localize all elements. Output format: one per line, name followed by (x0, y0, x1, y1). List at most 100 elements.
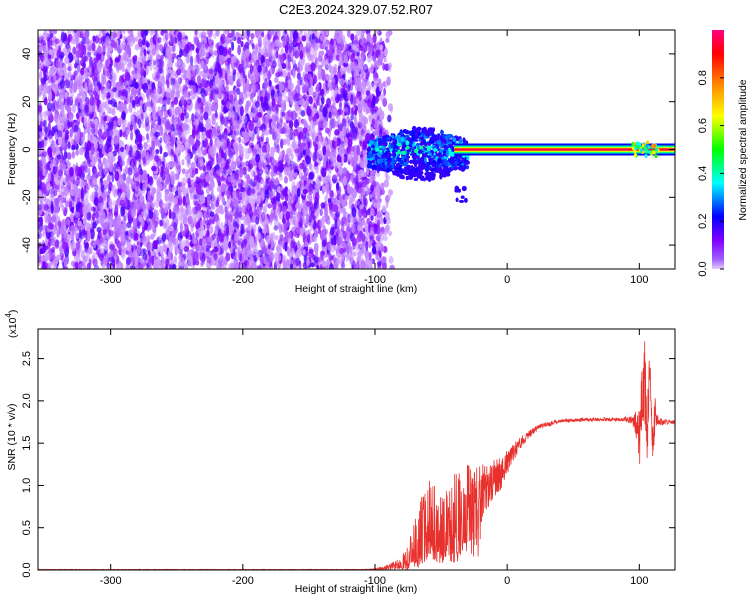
spectrogram-cell (158, 96, 164, 105)
spectrogram-cell (323, 120, 327, 127)
spectrogram-cell (369, 193, 374, 199)
spectrogram-cell (118, 129, 123, 138)
spectrogram-cell (165, 74, 170, 82)
spectrogram-cell (262, 144, 267, 153)
spectrogram-cell (294, 50, 300, 59)
spectrogram-cell (78, 147, 84, 156)
spectrogram-cell (50, 231, 55, 238)
spectrogram-cell (114, 57, 121, 63)
spectrogram-cell (213, 49, 219, 56)
spectrogram-cell (287, 62, 291, 70)
spectrogram-cell (137, 30, 142, 37)
spectrogram-cell (45, 110, 52, 117)
spectrogram-cell (289, 165, 294, 172)
spectrogram-cell (180, 205, 184, 214)
spectrogram-cell (332, 204, 339, 213)
spectrogram-cell (219, 244, 225, 256)
spectrogram-cell (320, 95, 325, 105)
spectrogram-cell (219, 208, 225, 215)
spectrogram-cell (160, 54, 164, 60)
spectrogram-cell (154, 155, 160, 162)
spectrogram-cell (119, 129, 123, 138)
spectrogram-cell (339, 78, 345, 86)
spectrogram-cell (73, 261, 78, 269)
spectrogram-cell (240, 40, 244, 48)
spectrogram-cell (86, 211, 92, 221)
spectrogram-cell (106, 92, 111, 99)
spectrogram-cell (389, 264, 395, 269)
spectrogram-cell (67, 141, 71, 149)
spectrogram-cell (206, 229, 210, 238)
spectrogram-cell (329, 209, 333, 217)
spectrogram-cell (282, 138, 287, 145)
spectrogram-cell (262, 38, 268, 48)
spectrogram-cell (64, 135, 69, 144)
spectrogram-cell (289, 39, 293, 46)
spectrogram-cell (372, 245, 377, 255)
spectrogram-cell (325, 74, 331, 81)
spectrogram-cell (129, 265, 133, 269)
spectrogram-cell (200, 113, 204, 121)
spectrogram-cell (220, 115, 225, 126)
spectrogram-cell (230, 160, 235, 171)
spectrogram-cell (73, 70, 78, 76)
spectrogram-cell (238, 211, 242, 219)
spectrogram-cell (329, 44, 335, 52)
spectrogram-cell (85, 85, 89, 92)
spectrogram-cell (232, 190, 237, 197)
spectrogram-cell (176, 68, 182, 76)
spectrogram-cell (149, 175, 153, 186)
spectrogram-cell (210, 105, 215, 112)
spectrogram-cell (182, 168, 186, 175)
spectrogram-cell (200, 49, 206, 57)
spectrogram-cell (133, 144, 137, 151)
spectrogram-cell (302, 58, 306, 64)
spectrogram-cell (138, 38, 143, 48)
spectrogram-cell (141, 123, 146, 129)
spectrogram-cell (368, 85, 372, 91)
spectrogram-cell (210, 240, 214, 249)
spectrogram-cell (300, 110, 306, 117)
spectrogram-cell (307, 141, 311, 149)
spectrogram-cell (189, 55, 194, 66)
spectrogram-cell (113, 162, 117, 173)
spectrogram-cell (205, 206, 210, 212)
spectrogram-cell (127, 121, 130, 131)
spectrogram-cell (306, 105, 310, 116)
spectrogram-cell (97, 128, 103, 138)
spectrogram-cell (85, 37, 90, 45)
spectrogram-cell (219, 123, 223, 132)
spectrogram-cell (388, 255, 394, 264)
spectrogram-cell (341, 67, 347, 75)
spectrogram-cell (107, 186, 112, 194)
spectrogram-cell (175, 248, 181, 255)
spectrogram-cell (240, 146, 245, 155)
spectrogram-cell (326, 97, 331, 108)
spectrogram-cell (199, 194, 206, 204)
spectrogram-cell (357, 187, 363, 194)
spectrogram-cell (247, 39, 252, 45)
spectrogram-cell (215, 30, 220, 37)
spectrogram-cell (206, 257, 212, 264)
spectrogram-cell (186, 98, 192, 106)
spectrogram-cell (237, 44, 242, 56)
spectrogram-cell (92, 258, 98, 267)
spectrogram-cell (301, 35, 307, 42)
spectrogram-cell (369, 235, 374, 241)
spectrogram-cell (247, 72, 251, 79)
spectrogram-cell (341, 261, 346, 269)
spectrogram-cell (350, 33, 355, 41)
spectrogram-cell (209, 211, 215, 217)
spectrogram-cell (207, 117, 211, 129)
spectrogram-cell (48, 58, 53, 65)
spectrogram-cell (298, 172, 304, 180)
spectrogram-cell (126, 221, 132, 229)
spectrogram-cell (88, 90, 94, 97)
spectrogram-cell (323, 209, 328, 218)
spectrogram-cell (47, 74, 52, 84)
spectrogram-cell (38, 33, 42, 41)
spectrogram-cell (388, 230, 393, 237)
spectrogram-cell (276, 245, 282, 256)
